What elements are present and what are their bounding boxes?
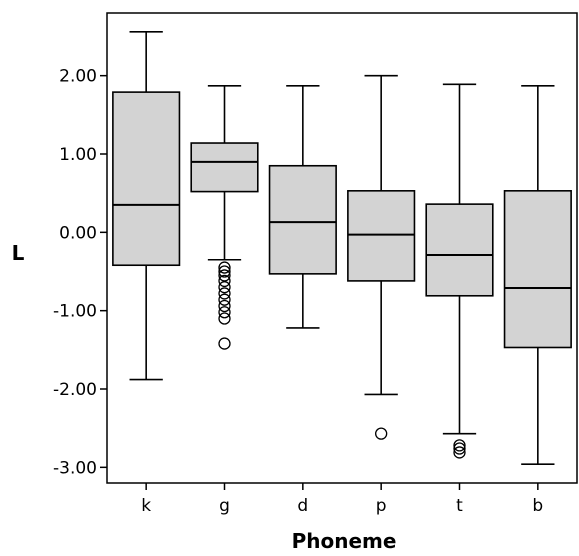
iqr-box bbox=[503, 190, 572, 349]
outlier-point bbox=[453, 439, 466, 452]
box-k bbox=[112, 30, 181, 381]
outlier-point bbox=[453, 446, 466, 459]
box-b bbox=[503, 85, 572, 466]
x-tick-label: d bbox=[297, 496, 308, 516]
outlier-point bbox=[453, 442, 466, 455]
x-tick-label: k bbox=[141, 496, 151, 516]
box-d bbox=[268, 85, 337, 329]
x-axis-title: Phoneme bbox=[292, 529, 397, 553]
y-tick-label: -2.00 bbox=[53, 380, 97, 400]
outlier-point bbox=[218, 299, 231, 313]
x-tick-label: g bbox=[219, 496, 230, 516]
x-tick-label: p bbox=[376, 496, 387, 516]
y-tick-label: 2.00 bbox=[59, 67, 97, 87]
y-axis: 2.00 1.00 0.00 -1.00 -2.00 -3.00 bbox=[53, 67, 107, 478]
outlier-point bbox=[375, 427, 388, 440]
x-tick-label: b bbox=[532, 496, 543, 516]
plot-frame bbox=[106, 12, 578, 484]
iqr-box bbox=[425, 203, 494, 297]
iqr-box bbox=[112, 91, 181, 267]
box-p bbox=[347, 74, 416, 440]
outlier-point bbox=[218, 274, 231, 288]
y-tick-label: -3.00 bbox=[53, 458, 97, 478]
outlier-point bbox=[218, 312, 231, 325]
outlier-point bbox=[218, 337, 231, 350]
box-t bbox=[425, 83, 494, 459]
box-g bbox=[190, 85, 259, 350]
outlier-point bbox=[218, 261, 231, 274]
outlier-point bbox=[218, 287, 231, 300]
x-tick-label: t bbox=[456, 496, 463, 516]
iqr-box bbox=[268, 164, 337, 275]
iqr-box bbox=[347, 190, 416, 282]
y-axis-title: L bbox=[12, 241, 25, 265]
outlier-point bbox=[218, 306, 231, 319]
y-tick-label: 0.00 bbox=[59, 223, 97, 243]
boxes-group bbox=[112, 30, 572, 466]
outlier-point bbox=[218, 265, 231, 278]
outlier-point bbox=[218, 293, 231, 306]
y-tick-label: 1.00 bbox=[59, 145, 97, 165]
y-tick-label: -1.00 bbox=[53, 302, 97, 322]
outlier-point bbox=[218, 269, 231, 282]
outlier-point bbox=[218, 281, 231, 294]
iqr-box bbox=[190, 142, 259, 193]
